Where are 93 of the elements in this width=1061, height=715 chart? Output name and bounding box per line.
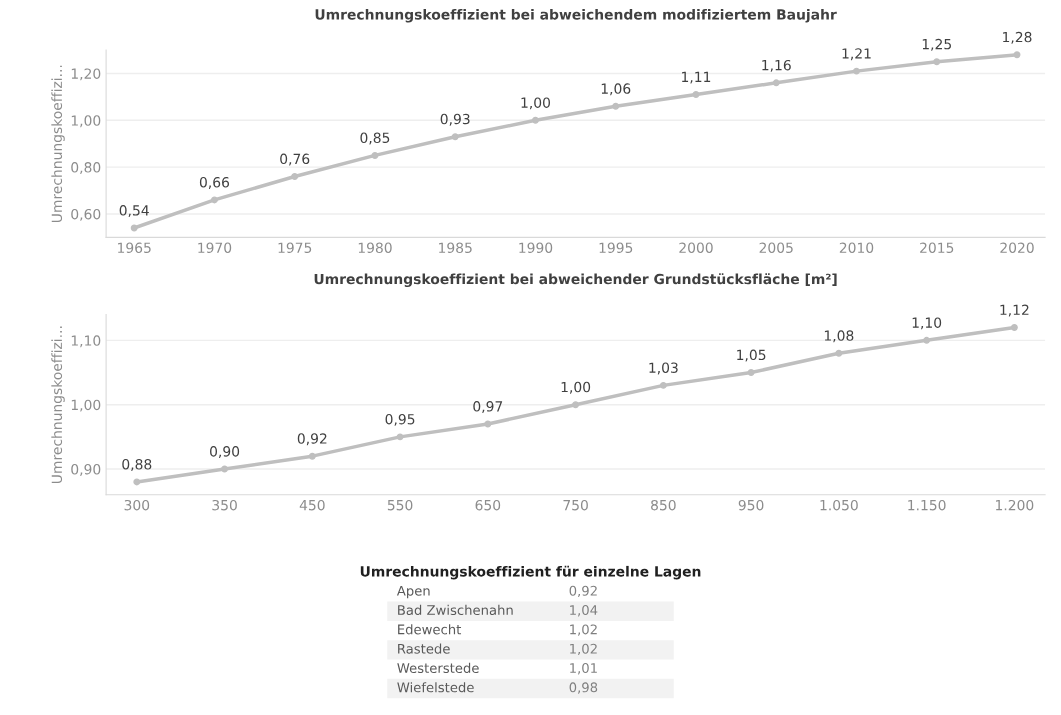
- point: [484, 420, 492, 428]
- point: [659, 381, 667, 389]
- point: [747, 369, 755, 376]
- x-tick-label: 2000: [679, 242, 713, 253]
- x-tick-label: 1.150: [908, 499, 946, 511]
- point: [1010, 323, 1018, 331]
- x-tick-label: 2015: [920, 242, 954, 253]
- y-tick-label: 0,80: [71, 162, 101, 175]
- data-label: 1,25: [922, 38, 951, 51]
- data-label: 1,21: [842, 48, 871, 61]
- point: [210, 196, 218, 204]
- data-label: 0,97: [473, 401, 503, 413]
- data-label: 1,03: [649, 362, 678, 375]
- data-label: 1,06: [601, 83, 631, 96]
- category-label: Rastede: [398, 643, 450, 654]
- category-label: Westerstede: [397, 662, 479, 674]
- x-tick-label: 2010: [839, 242, 874, 253]
- data-label: 0,76: [280, 153, 310, 166]
- point: [612, 102, 620, 110]
- data-label: 1,10: [912, 317, 942, 330]
- x-tick-label: 950: [738, 499, 764, 511]
- y-tick-label: 1,20: [71, 68, 101, 81]
- text: 0,98: [569, 682, 598, 694]
- text: 1,02: [570, 643, 597, 656]
- x-tick-label: 350: [212, 499, 237, 511]
- x-tick-label: 1980: [358, 242, 392, 253]
- chart-title: Umrechnungskoeffizient bei abweichender Grundstücksfläche [m²]: [314, 273, 837, 288]
- y-tick-label: 1,10: [71, 335, 101, 348]
- x-tick-label: 450: [299, 499, 325, 511]
- x-tick-label: 1970: [198, 242, 232, 253]
- point: [308, 452, 316, 460]
- y-tick-label: 0,90: [71, 464, 101, 476]
- chart-title: Umrechnungskoeffizient bei abweichendem modifiziertem Baujahr: [315, 8, 837, 23]
- point: [451, 133, 459, 141]
- y-tick-label: 1,00: [71, 399, 101, 412]
- data-label: 0,95: [385, 413, 415, 426]
- text: 0,92: [569, 585, 597, 598]
- x-tick-label: 1.200: [996, 499, 1034, 511]
- text: 1,02: [570, 624, 597, 636]
- data-label: 0,92: [297, 433, 327, 446]
- y-tick-label: 0,60: [71, 208, 101, 221]
- x-tick-label: 1995: [599, 242, 633, 253]
- text: 1,04: [570, 605, 598, 617]
- data-label: 1,00: [561, 381, 591, 394]
- data-label: 1,11: [682, 71, 711, 84]
- point: [133, 478, 141, 486]
- category-label: Bad Zwischenahn: [398, 604, 513, 616]
- data-label: 0,88: [122, 458, 152, 471]
- point: [923, 336, 931, 344]
- point: [853, 67, 860, 75]
- point: [933, 58, 941, 66]
- point: [835, 349, 843, 357]
- x-tick-label: 2005: [759, 242, 793, 253]
- point: [692, 91, 700, 99]
- data-label: 0,66: [199, 177, 230, 189]
- y-tick-label: 1,00: [71, 115, 101, 128]
- point: [531, 116, 539, 124]
- data-label: 1,00: [521, 97, 551, 110]
- x-tick-label: 300: [124, 499, 150, 511]
- point: [1013, 51, 1021, 59]
- data-label: 0,85: [360, 132, 390, 145]
- point: [572, 401, 580, 409]
- x-tick-label: 650: [475, 499, 501, 511]
- x-tick-label: 850: [651, 499, 676, 511]
- x-tick-label: 550: [387, 499, 413, 511]
- category-label: Apen: [396, 585, 430, 599]
- point: [772, 79, 780, 87]
- y-axis-title: Umrechnungskoeffizi...: [51, 65, 65, 223]
- x-tick-label: 750: [563, 499, 588, 511]
- category-label: Edewecht: [398, 624, 462, 635]
- point: [221, 465, 229, 473]
- x-tick-label: 2020: [1000, 242, 1034, 253]
- data-label: 0,93: [440, 113, 470, 126]
- text: Umrechnungskoeffizient für einzelne Lagen: [360, 565, 701, 580]
- data-label: 1,08: [824, 330, 854, 343]
- text: 1,01: [570, 663, 597, 675]
- point: [291, 173, 299, 180]
- x-tick-label: 1965: [118, 242, 151, 253]
- data-label: 0,90: [210, 446, 240, 459]
- category-label: Wiefelstede: [397, 682, 474, 693]
- x-tick-label: 1975: [278, 242, 312, 253]
- x-tick-label: 1.050: [820, 499, 858, 511]
- data-label: 0,54: [119, 205, 149, 218]
- data-label: 1,16: [762, 59, 791, 72]
- data-label: 1,12: [1000, 304, 1029, 317]
- x-tick-label: 1990: [519, 242, 553, 253]
- y-axis-title: Umrechnungskoeffizi...: [51, 326, 65, 484]
- point: [130, 224, 138, 232]
- x-tick-label: 1985: [439, 242, 472, 253]
- point: [396, 433, 404, 441]
- point: [371, 151, 379, 159]
- data-label: 1,28: [1003, 31, 1032, 44]
- data-label: 1,05: [737, 349, 766, 362]
